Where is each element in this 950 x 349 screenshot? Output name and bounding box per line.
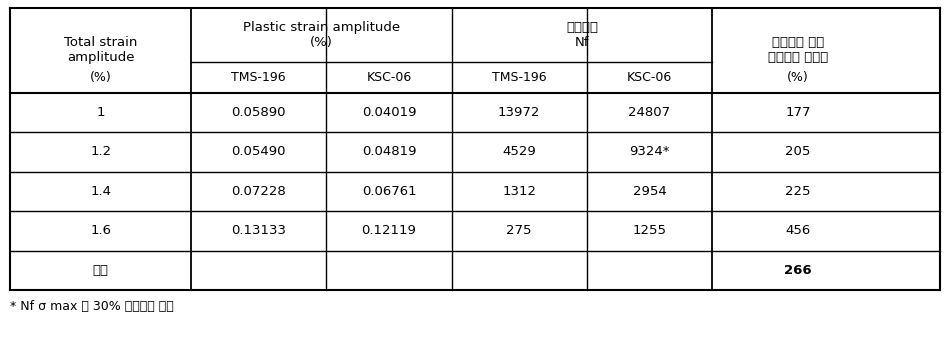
Text: TMS-196: TMS-196 <box>232 70 286 84</box>
Text: Total strain
amplitude: Total strain amplitude <box>64 36 138 64</box>
Text: 2954: 2954 <box>633 185 666 198</box>
Text: 0.07228: 0.07228 <box>232 185 286 198</box>
Text: 266: 266 <box>785 264 812 277</box>
Text: 9324*: 9324* <box>629 145 670 158</box>
Text: 0.05490: 0.05490 <box>232 145 286 158</box>
Text: 0.12119: 0.12119 <box>362 224 416 237</box>
Text: 1.6: 1.6 <box>90 224 111 237</box>
Text: 225: 225 <box>786 185 811 198</box>
Text: (%): (%) <box>90 70 111 84</box>
Text: KSC-06: KSC-06 <box>627 70 672 84</box>
Text: 0.04019: 0.04019 <box>362 106 416 119</box>
Text: 1: 1 <box>97 106 104 119</box>
Text: 24807: 24807 <box>628 106 671 119</box>
Text: 13972: 13972 <box>498 106 541 119</box>
Text: 0.06761: 0.06761 <box>362 185 416 198</box>
Text: 4529: 4529 <box>503 145 536 158</box>
Text: 456: 456 <box>786 224 810 237</box>
Text: 275: 275 <box>506 224 532 237</box>
Text: * Nf σ max 의 30% 응력으로 결정: * Nf σ max 의 30% 응력으로 결정 <box>10 300 174 313</box>
Text: 평균: 평균 <box>93 264 108 277</box>
Text: KSC-06: KSC-06 <box>367 70 411 84</box>
Text: (%): (%) <box>788 70 809 84</box>
Text: 0.04819: 0.04819 <box>362 145 416 158</box>
Text: 비교합금 대비
피로수명 증가율: 비교합금 대비 피로수명 증가율 <box>768 36 828 64</box>
Text: TMS-196: TMS-196 <box>492 70 546 84</box>
Text: 1312: 1312 <box>503 185 536 198</box>
Text: 0.05890: 0.05890 <box>232 106 286 119</box>
Text: 0.13133: 0.13133 <box>231 224 286 237</box>
Text: 1.2: 1.2 <box>90 145 111 158</box>
Text: 177: 177 <box>786 106 811 119</box>
Text: 피로수명
Nf: 피로수명 Nf <box>566 21 598 49</box>
Text: 205: 205 <box>786 145 811 158</box>
Text: 1255: 1255 <box>633 224 666 237</box>
Text: Plastic strain amplitude
(%): Plastic strain amplitude (%) <box>243 21 400 49</box>
Text: 1.4: 1.4 <box>90 185 111 198</box>
